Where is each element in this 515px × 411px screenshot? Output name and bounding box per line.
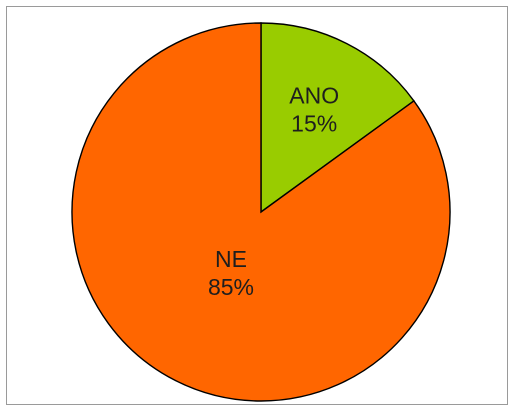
pie-labels: ANO 15% NE 85% — [208, 83, 339, 300]
pie-slices — [71, 22, 451, 402]
slice-category-label: ANO — [289, 83, 339, 109]
pie-slice-ne — [71, 22, 451, 402]
pie-slice-ano — [260, 22, 415, 214]
slice-label-ano: ANO 15% — [289, 83, 339, 137]
slice-label-ne: NE 85% — [208, 246, 254, 300]
slice-category-label: NE — [215, 246, 247, 272]
slice-value-label: 15% — [291, 111, 337, 137]
slice-value-label: 85% — [208, 274, 254, 300]
